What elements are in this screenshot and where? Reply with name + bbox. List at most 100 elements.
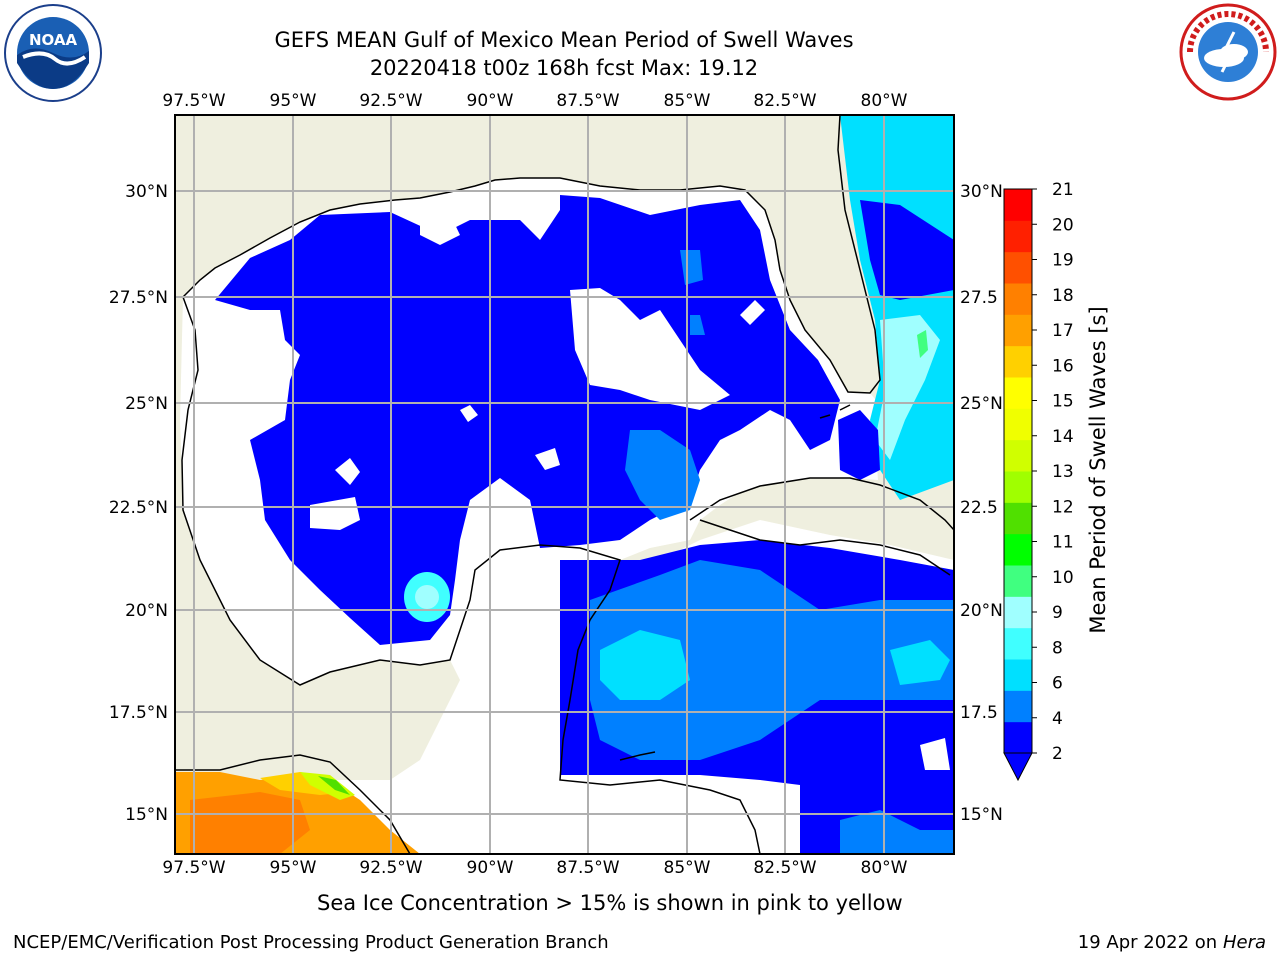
lat-label: 25°N [960,394,1003,414]
lon-label: 97.5°W [162,91,225,111]
swell-field-9to10 [917,330,928,358]
host-name: Hera [1222,932,1266,953]
swell-field-13to15 [300,772,355,800]
lon-label: 80°W [861,91,908,111]
colorbar-tick-label: 19 [1052,251,1074,271]
colorbar-tick-label: 12 [1052,497,1074,517]
lat-label: 20°N [125,601,168,621]
lon-label: 90°W [467,91,514,111]
colorbar-tick-label: 11 [1052,533,1074,553]
lon-label: 80°W [861,858,908,878]
colorbar-swatch [1004,533,1032,566]
missing-patch [570,288,730,410]
missing-patch [310,497,360,530]
graticule [175,115,954,854]
lat-label: 30°N [960,182,1003,202]
missing-patch [420,214,460,245]
colorbar-swatch [1004,283,1032,315]
date-value: 19 Apr 2022 on [1077,932,1223,953]
colorbar-swatch [1004,251,1032,284]
colorbar-tick-label: 8 [1052,638,1063,658]
lat-label: 25°N [125,394,168,414]
lat-label: 15°N [960,805,1003,825]
lon-label: 97.5°W [162,858,225,878]
colorbar: 2 4 6 8 9 10 11 12 13 14 15 16 17 18 19 20 21 [1003,180,1074,782]
noaa-logo-icon: NOAA [4,4,102,102]
colorbar-tick-label: 4 [1052,709,1063,729]
missing-patch [740,300,765,325]
colorbar-swatch [1004,439,1032,472]
colorbar-tick-label: 16 [1052,356,1074,376]
colorbar-swatch [1004,596,1032,629]
colorbar-tick-label: 2 [1052,744,1063,764]
lon-labels-top: 97.5°W 95°W 92.5°W 90°W 87.5°W 85°W 82.5… [162,91,907,111]
colorbar-swatch [1004,502,1032,535]
swell-field-11to13 [318,776,350,795]
colorbar-extend-triangle [1003,752,1033,782]
swell-field-4to6 [840,810,954,854]
colorbar-swatch [1004,345,1032,378]
colorbar-tick-label: 15 [1052,392,1074,412]
credit-text: NCEP/EMC/Verification Post Processing Pr… [13,932,609,953]
lon-label: 92.5°W [359,91,422,111]
colorbar-tick-label: 20 [1052,215,1074,235]
colorbar-tick-label: 9 [1052,603,1063,623]
colorbar-swatch [1004,627,1032,660]
swell-field-6to8 [890,640,950,685]
colorbar-swatch [1004,659,1032,691]
lon-label: 90°W [467,858,514,878]
colorbar-swatch [1004,220,1032,253]
swell-field-18to19 [190,792,310,854]
colorbar-swatch [1004,565,1032,597]
lat-label: 27.5°N [109,288,168,308]
lat-label: 27.5 [960,288,998,308]
lon-label: 87.5°W [556,91,619,111]
colorbar-swatch [1004,189,1032,221]
colorbar-tick-label: 13 [1052,462,1074,482]
chart-subtitle: 20220418 t00z 168h fcst Max: 19.12 [369,56,759,80]
colorbar-tick-label: 17 [1052,321,1074,341]
nws-logo-icon [1179,3,1277,101]
colorbar-label: Mean Period of Swell Waves [s] [1086,306,1110,633]
lat-label: 20°N [960,601,1003,621]
colorbar-swatch [1004,690,1032,723]
missing-patch [460,405,478,422]
lat-label: 30°N [125,182,168,202]
colorbar-tick-label: 18 [1052,286,1074,306]
colorbar-tick-label: 14 [1052,427,1074,447]
colorbar-swatch [1004,377,1032,409]
swell-field-2to4 [215,195,840,645]
lon-label: 95°W [270,858,317,878]
colorbar-swatch [1004,721,1032,754]
swell-field-6to8 [600,630,690,700]
missing-patch [760,780,800,854]
swell-field-4to6 [625,430,700,520]
lat-labels-left: 30°N 27.5°N 25°N 22.5°N 20°N 17.5°N 15°N [109,182,168,825]
map-frame [174,114,955,855]
missing-patch [335,458,360,485]
missing-patch [535,448,560,470]
colorbar-tick-label: 10 [1052,568,1074,588]
lat-label: 17.5°N [109,703,168,723]
ice-note: Sea Ice Concentration > 15% is shown in … [317,891,903,915]
swell-field-2to4 [838,410,880,480]
lon-label: 85°W [664,91,711,111]
colorbar-swatch [1004,408,1032,441]
swell-field-4to6 [690,315,705,335]
lon-label: 92.5°W [359,858,422,878]
chart-title: GEFS MEAN Gulf of Mexico Mean Period of … [274,28,854,52]
lat-label: 22.5 [960,498,998,518]
date-text: 19 Apr 2022 on Hera [1078,932,1266,953]
colorbar-tick-label: 21 [1052,180,1074,200]
svg-text:NOAA: NOAA [29,31,78,49]
missing-patch [920,738,950,770]
lat-label: 17.5 [960,703,998,723]
lat-label: 22.5°N [109,498,168,518]
lon-label: 82.5°W [753,858,816,878]
swell-field-4to6 [680,250,703,285]
colorbar-swatch [1004,314,1032,347]
swell-field-8to9 [415,585,439,609]
lat-labels-right: 30°N 27.5 25°N 22.5 20°N 17.5 15°N [960,182,1003,825]
colorbar-tick-label: 6 [1052,674,1063,694]
